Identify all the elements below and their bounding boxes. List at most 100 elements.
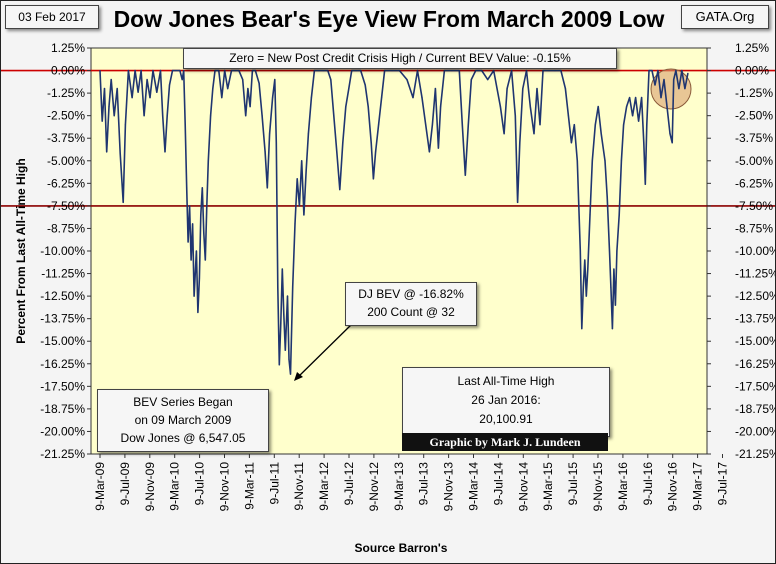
bev-data-point [626,106,628,108]
bev-data-point [567,115,570,117]
bev-data-point [156,91,158,93]
bev-data-point [503,133,505,135]
x-tick-label: 9-Jul-17 [716,462,730,506]
y-tick-label-left: -6.25% [47,176,85,190]
bev-data-point [654,84,656,86]
bev-data-point [564,88,567,90]
x-tick-label: 9-Jul-10 [193,462,207,506]
y-tick-label-left: 1.25% [51,41,85,55]
x-tick-label: 9-Mar-14 [467,462,481,511]
bev-data-point [428,151,430,153]
bev-data-point [475,70,477,72]
y-tick-label-left: -11.25% [41,267,85,281]
x-tick-label: 9-Jul-13 [417,462,431,506]
y-tick-label-left: 0.00% [51,64,85,78]
bev-data-point [493,70,495,72]
bev-data-point [198,277,200,279]
bev-data-point [618,214,620,216]
bev-data-point [604,160,606,162]
bev-data-point [227,88,229,90]
bev-data-point [440,106,442,108]
bev-series-line [99,69,689,375]
bev-data-point [673,79,675,81]
bev-data-point [210,115,212,117]
bev-data-point [310,97,312,99]
x-tick-label: 9-Jul-14 [491,462,505,506]
y-tick-label-right: -21.25% [735,447,775,461]
series-began-line1: BEV Series Began [133,395,233,409]
bev-data-point [288,358,290,360]
bev-data-point [234,70,236,72]
bev-data-point [242,79,244,81]
y-tick-label-right: -3.75% [735,131,773,145]
bev-data-point [143,115,145,117]
y-tick-label-left: -3.75% [47,131,85,145]
y-tick-label-right: -16.25% [735,357,775,371]
chart-title: Dow Jones Bear's Eye View From March 200… [113,6,665,32]
bev-data-point [434,88,436,90]
bev-data-point [616,250,618,252]
bev-data-point [333,115,335,117]
bev-data-point [576,160,578,162]
bev-data-point [643,142,645,144]
bev-data-point [277,286,279,288]
bev-data-point [280,322,282,324]
bev-data-point [582,286,584,288]
bev-data-point [218,70,220,72]
bev-data-point [519,142,521,144]
bev-data-point [431,124,433,126]
bev-data-point [274,79,276,81]
x-tick-label: 9-Mar-10 [168,462,182,511]
bev-data-point [301,160,303,162]
bev-data-point [272,97,274,99]
bev-data-point [391,70,393,72]
bev-data-point [207,160,209,162]
bev-data-point [124,124,126,126]
bev-data-point [330,79,332,81]
x-tick-label: 9-Jul-11 [267,462,281,505]
bev-data-point [275,142,277,144]
bev-data-point [610,286,612,288]
dj-bev-line2: 200 Count @ 32 [367,305,455,319]
bev-data-point [113,115,115,117]
bev-data-point [162,115,164,117]
bev-data-point [470,79,472,81]
bev-data-point [179,70,181,72]
bev-data-point [318,70,320,72]
bev-data-point [533,133,535,135]
bev-data-point [437,147,439,149]
bev-data-point [313,70,315,72]
bev-data-point [606,196,608,198]
bev-data-point [305,169,307,171]
x-tick-label: 9-Nov-14 [516,462,530,512]
bev-data-point [421,97,423,99]
bev-data-point [367,106,369,108]
bev-data-point [666,106,668,108]
bev-data-point [511,70,513,72]
x-tick-label: 9-Mar-16 [616,462,630,511]
bev-data-point [278,364,280,366]
bev-data-point [284,349,286,351]
x-tick-label: 9-Nov-12 [367,462,381,512]
bev-data-point [108,106,110,108]
bev-data-point [573,124,575,126]
last-high-line1: Last All-Time High [457,374,555,388]
y-tick-label-right: -10.00% [735,244,775,258]
x-tick-label: 9-Jul-09 [118,462,132,506]
y-tick-label-left: -5.00% [47,154,85,168]
bev-data-point [641,97,643,99]
bev-data-point [292,286,294,288]
bev-data-point [296,178,298,180]
bev-data-point [381,97,383,99]
bev-data-point [171,70,174,72]
bev-data-point [245,115,247,117]
bev-data-point [186,187,188,189]
x-tick-label: 9-Nov-16 [666,462,680,512]
bev-data-point [536,88,538,90]
bev-data-point [110,79,112,81]
bev-data-point [570,142,573,144]
bev-data-point [506,88,508,90]
bev-pointer-arrow [295,322,354,380]
y-tick-label-right: 0.00% [735,64,769,78]
y-tick-label-left: -15.00% [40,334,85,348]
